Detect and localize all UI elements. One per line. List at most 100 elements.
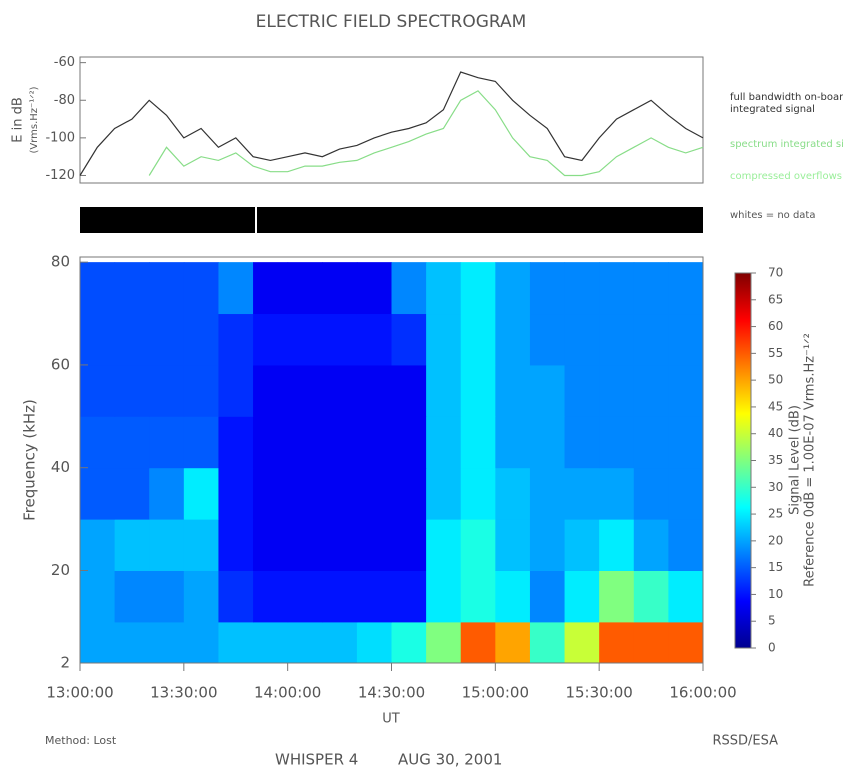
heat-cell [668,622,703,664]
heat-cell [149,365,184,417]
heat-cell [461,468,496,520]
no-data-label: whites = no data [730,210,815,221]
heat-cell [599,519,634,571]
y-tick-label: -60 [54,55,75,70]
heat-cell [495,519,530,571]
heat-cell [288,519,323,571]
heat-cell [668,519,703,571]
chart-title: ELECTRIC FIELD SPECTROGRAM [256,12,527,32]
heat-cell [115,622,150,664]
heat-cell [184,622,219,664]
heat-cell [461,570,496,622]
colorbar-tick-label: 50 [768,373,783,387]
heat-cell [288,314,323,366]
no-data-gap [255,207,257,233]
heat-cell [634,468,669,520]
heat-cell [184,416,219,468]
series-line [80,72,703,176]
heat-cell [495,314,530,366]
x-tick-label: 15:00:00 [462,684,529,702]
y-label: Frequency (kHz) [21,399,39,521]
heat-cell [218,314,253,366]
heat-cell [115,468,150,520]
heat-cell [184,262,219,314]
heat-cell [495,468,530,520]
heatmap [80,262,704,663]
heat-cell [322,365,357,417]
colorbar-tick-label: 45 [768,399,783,413]
colorbar-tick-label: 65 [768,292,783,306]
heat-cell [426,468,461,520]
legend-entry: spectrum integrated signal [730,139,843,150]
heat-cell [322,262,357,314]
heat-cell [218,416,253,468]
y-tick-label: -120 [45,168,75,183]
heat-cell [392,416,427,468]
date: AUG 30, 2001 [398,751,502,769]
data-bar [80,207,703,233]
heat-cell [357,262,392,314]
heat-cell [357,314,392,366]
heat-cell [461,262,496,314]
x-tick-label: 16:00:00 [669,684,736,702]
heat-cell [668,314,703,366]
method: Method: Lost [45,734,117,747]
heat-cell [322,416,357,468]
heat-cell [426,416,461,468]
heat-cell [392,519,427,571]
heat-cell [565,416,600,468]
heat-cell [426,262,461,314]
colorbar-tick-label: 10 [768,587,783,601]
heat-cell [565,519,600,571]
colorbar-tick-label: 60 [768,319,783,333]
heat-cell [288,622,323,664]
heat-cell [80,365,115,417]
heat-cell [80,519,115,571]
heat-cell [288,262,323,314]
heat-cell [392,622,427,664]
colorbar [735,273,751,648]
heat-cell [565,570,600,622]
heat-cell [80,314,115,366]
heat-cell [218,262,253,314]
heat-cell [565,262,600,314]
y-label: E in dB [11,97,26,143]
heat-cell [253,468,288,520]
colorbar-tick-label: 40 [768,426,783,440]
heat-cell [392,262,427,314]
heat-cell [149,622,184,664]
heat-cell [599,365,634,417]
heat-cell [184,365,219,417]
heat-cell [565,365,600,417]
heat-cell [495,365,530,417]
heat-cell [392,314,427,366]
heat-cell [253,570,288,622]
heat-cell [288,468,323,520]
heat-cell [322,519,357,571]
heat-cell [80,570,115,622]
heat-cell [634,262,669,314]
y-tick-label: 2 [60,654,70,672]
heat-cell [530,314,565,366]
heat-cell [599,262,634,314]
heat-cell [495,622,530,664]
heat-cell [357,468,392,520]
heat-cell [668,416,703,468]
heat-cell [288,416,323,468]
heat-cell [288,570,323,622]
heat-cell [253,262,288,314]
heat-cell [184,570,219,622]
heat-cell [634,365,669,417]
heat-cell [565,468,600,520]
heat-cell [80,416,115,468]
y-tick-label: 20 [51,561,70,579]
page: ELECTRIC FIELD SPECTROGRAM whites = no d… [0,0,843,777]
heat-cell [184,468,219,520]
heat-cell [322,622,357,664]
heat-cell [495,262,530,314]
heat-cell [218,622,253,664]
colorbar-tick-label: 35 [768,453,783,467]
heat-cell [426,314,461,366]
heat-cell [357,416,392,468]
x-tick-label: 14:30:00 [358,684,425,702]
